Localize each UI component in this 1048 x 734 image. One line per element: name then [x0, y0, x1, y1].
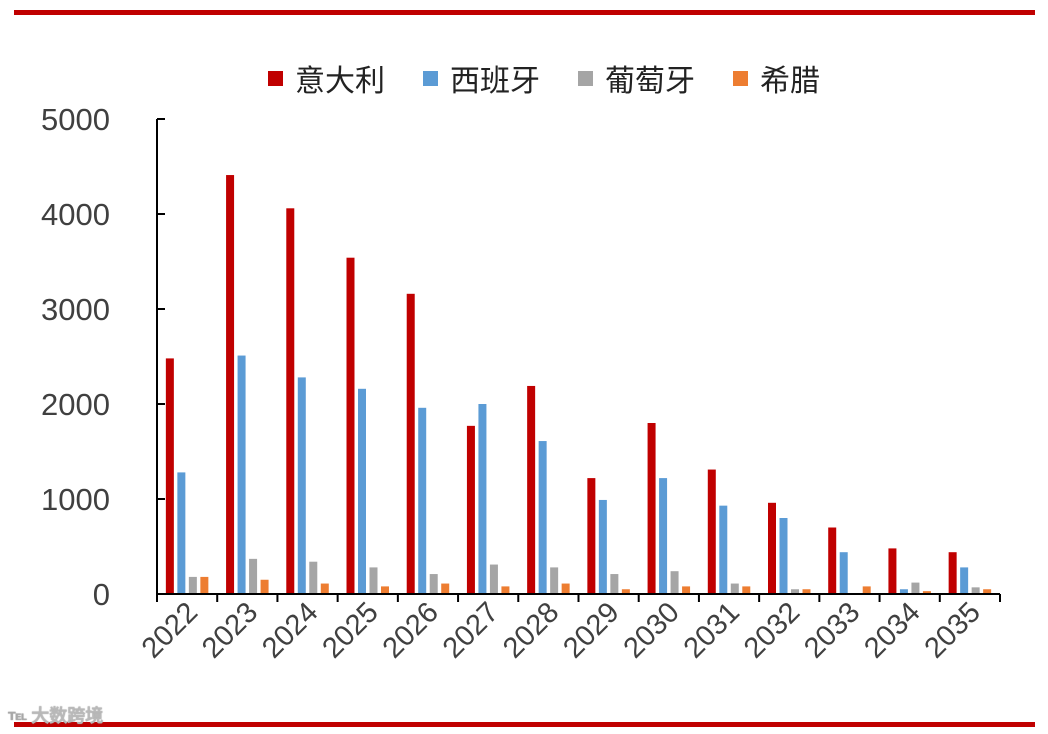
bar-2035-0 [948, 552, 957, 594]
y-tick-label: 2000 [41, 387, 110, 422]
legend-label-italy: 意大利 [295, 64, 385, 99]
bar-2028-1 [538, 441, 547, 594]
bar-2033-3 [862, 586, 871, 594]
y-tick-label: 1000 [41, 482, 110, 517]
watermark-text: 大数跨境 [31, 706, 104, 727]
legend-label-portugal: 葡萄牙 [605, 64, 695, 99]
bar-2032-1 [779, 518, 788, 594]
bar-2034-2 [911, 582, 920, 594]
bar-2032-0 [768, 502, 776, 594]
bar-2023-3 [260, 579, 269, 594]
x-tick-label: 2025 [316, 596, 384, 664]
x-tick-label: 2031 [678, 596, 746, 664]
bar-2032-2 [791, 589, 799, 594]
bar-2027-1 [478, 404, 487, 594]
bars [165, 175, 992, 595]
y-tick-label: 3000 [41, 292, 110, 327]
x-tick-label: 2027 [437, 596, 505, 664]
bar-2026-3 [441, 583, 450, 594]
legend-item-italy: 意大利 [268, 56, 385, 100]
chart-legend: 意大利 西班牙 葡萄牙 希腊 [0, 56, 1048, 100]
bar-2029-1 [598, 499, 607, 594]
bar-2029-0 [587, 478, 596, 594]
bar-2023-2 [249, 558, 258, 594]
top-rule [14, 10, 1035, 15]
bar-2035-1 [960, 567, 969, 594]
x-tick-label: 2035 [919, 596, 987, 664]
bar-2033-1 [839, 552, 848, 594]
x-tick-label: 2023 [196, 596, 264, 664]
bar-2035-3 [983, 589, 992, 594]
y-axis-ticks: 0 1000 2000 3000 4000 5000 [41, 102, 110, 612]
x-tick-label: 2029 [557, 596, 625, 664]
bar-2030-0 [647, 423, 656, 594]
bar-2031-1 [719, 505, 728, 594]
bar-2030-2 [670, 571, 679, 594]
legend-swatch-italy [268, 70, 283, 86]
legend-item-greece: 希腊 [733, 56, 820, 100]
bar-2027-3 [501, 586, 510, 594]
x-axis-ticks: 2022202320242025202620272028202920302031… [136, 596, 987, 664]
x-tick-label: 2026 [377, 596, 445, 664]
bar-2035-2 [971, 587, 980, 594]
bar-2025-1 [358, 388, 366, 594]
bar-2022-3 [200, 576, 209, 594]
bar-2031-3 [742, 586, 751, 594]
y-tick-label: 4000 [41, 197, 110, 232]
bar-2031-2 [730, 583, 739, 594]
bar-2024-3 [320, 583, 329, 594]
bar-2022-2 [188, 576, 197, 594]
bar-2024-1 [297, 377, 306, 594]
bar-2030-1 [659, 478, 668, 594]
bar-2025-2 [369, 567, 378, 594]
bar-2034-1 [899, 589, 908, 594]
bar-2027-0 [466, 425, 475, 594]
legend-label-spain: 西班牙 [450, 64, 540, 99]
x-tick-label: 2028 [497, 596, 565, 664]
legend-label-greece: 希腊 [760, 64, 820, 99]
y-tick-label: 5000 [41, 102, 110, 137]
bar-2034-3 [922, 591, 931, 594]
x-tick-label: 2024 [256, 596, 324, 664]
bottom-rule [14, 722, 1035, 727]
watermark-logo: ℡ [8, 706, 28, 724]
bar-2026-2 [429, 574, 438, 594]
bar-2027-2 [489, 564, 498, 594]
legend-swatch-spain [423, 70, 438, 86]
legend-item-spain: 西班牙 [423, 56, 540, 100]
x-tick-label: 2033 [798, 596, 866, 664]
bar-2032-3 [802, 589, 811, 594]
bar-2034-0 [888, 548, 897, 594]
bar-2024-0 [286, 208, 295, 595]
bar-2025-0 [346, 257, 355, 594]
x-tick-label: 2032 [738, 596, 806, 664]
watermark: ℡ 大数跨境 [8, 702, 103, 728]
legend-item-portugal: 葡萄牙 [578, 56, 695, 100]
bar-2026-1 [418, 407, 427, 594]
bar-2028-2 [550, 567, 559, 594]
bar-2031-0 [707, 469, 716, 594]
y-tick-label: 0 [93, 577, 110, 612]
bar-2028-3 [561, 583, 570, 594]
bar-2030-3 [682, 586, 691, 594]
bar-2029-2 [610, 574, 619, 594]
bar-2028-0 [527, 385, 536, 594]
bar-2022-0 [165, 358, 174, 594]
bar-2033-0 [828, 527, 837, 594]
x-tick-label: 2030 [618, 596, 686, 664]
x-tick-label: 2034 [858, 596, 926, 664]
x-tick-label: 2022 [136, 596, 204, 664]
bar-2023-1 [237, 355, 246, 594]
bar-2029-3 [621, 589, 630, 594]
bar-2026-0 [406, 293, 415, 594]
bar-2022-1 [177, 472, 186, 594]
axes [156, 118, 1001, 602]
bar-2025-3 [381, 586, 389, 594]
bar-2023-0 [226, 175, 235, 595]
legend-swatch-portugal [578, 70, 593, 86]
legend-swatch-greece [733, 70, 748, 86]
bar-2024-2 [309, 561, 318, 594]
